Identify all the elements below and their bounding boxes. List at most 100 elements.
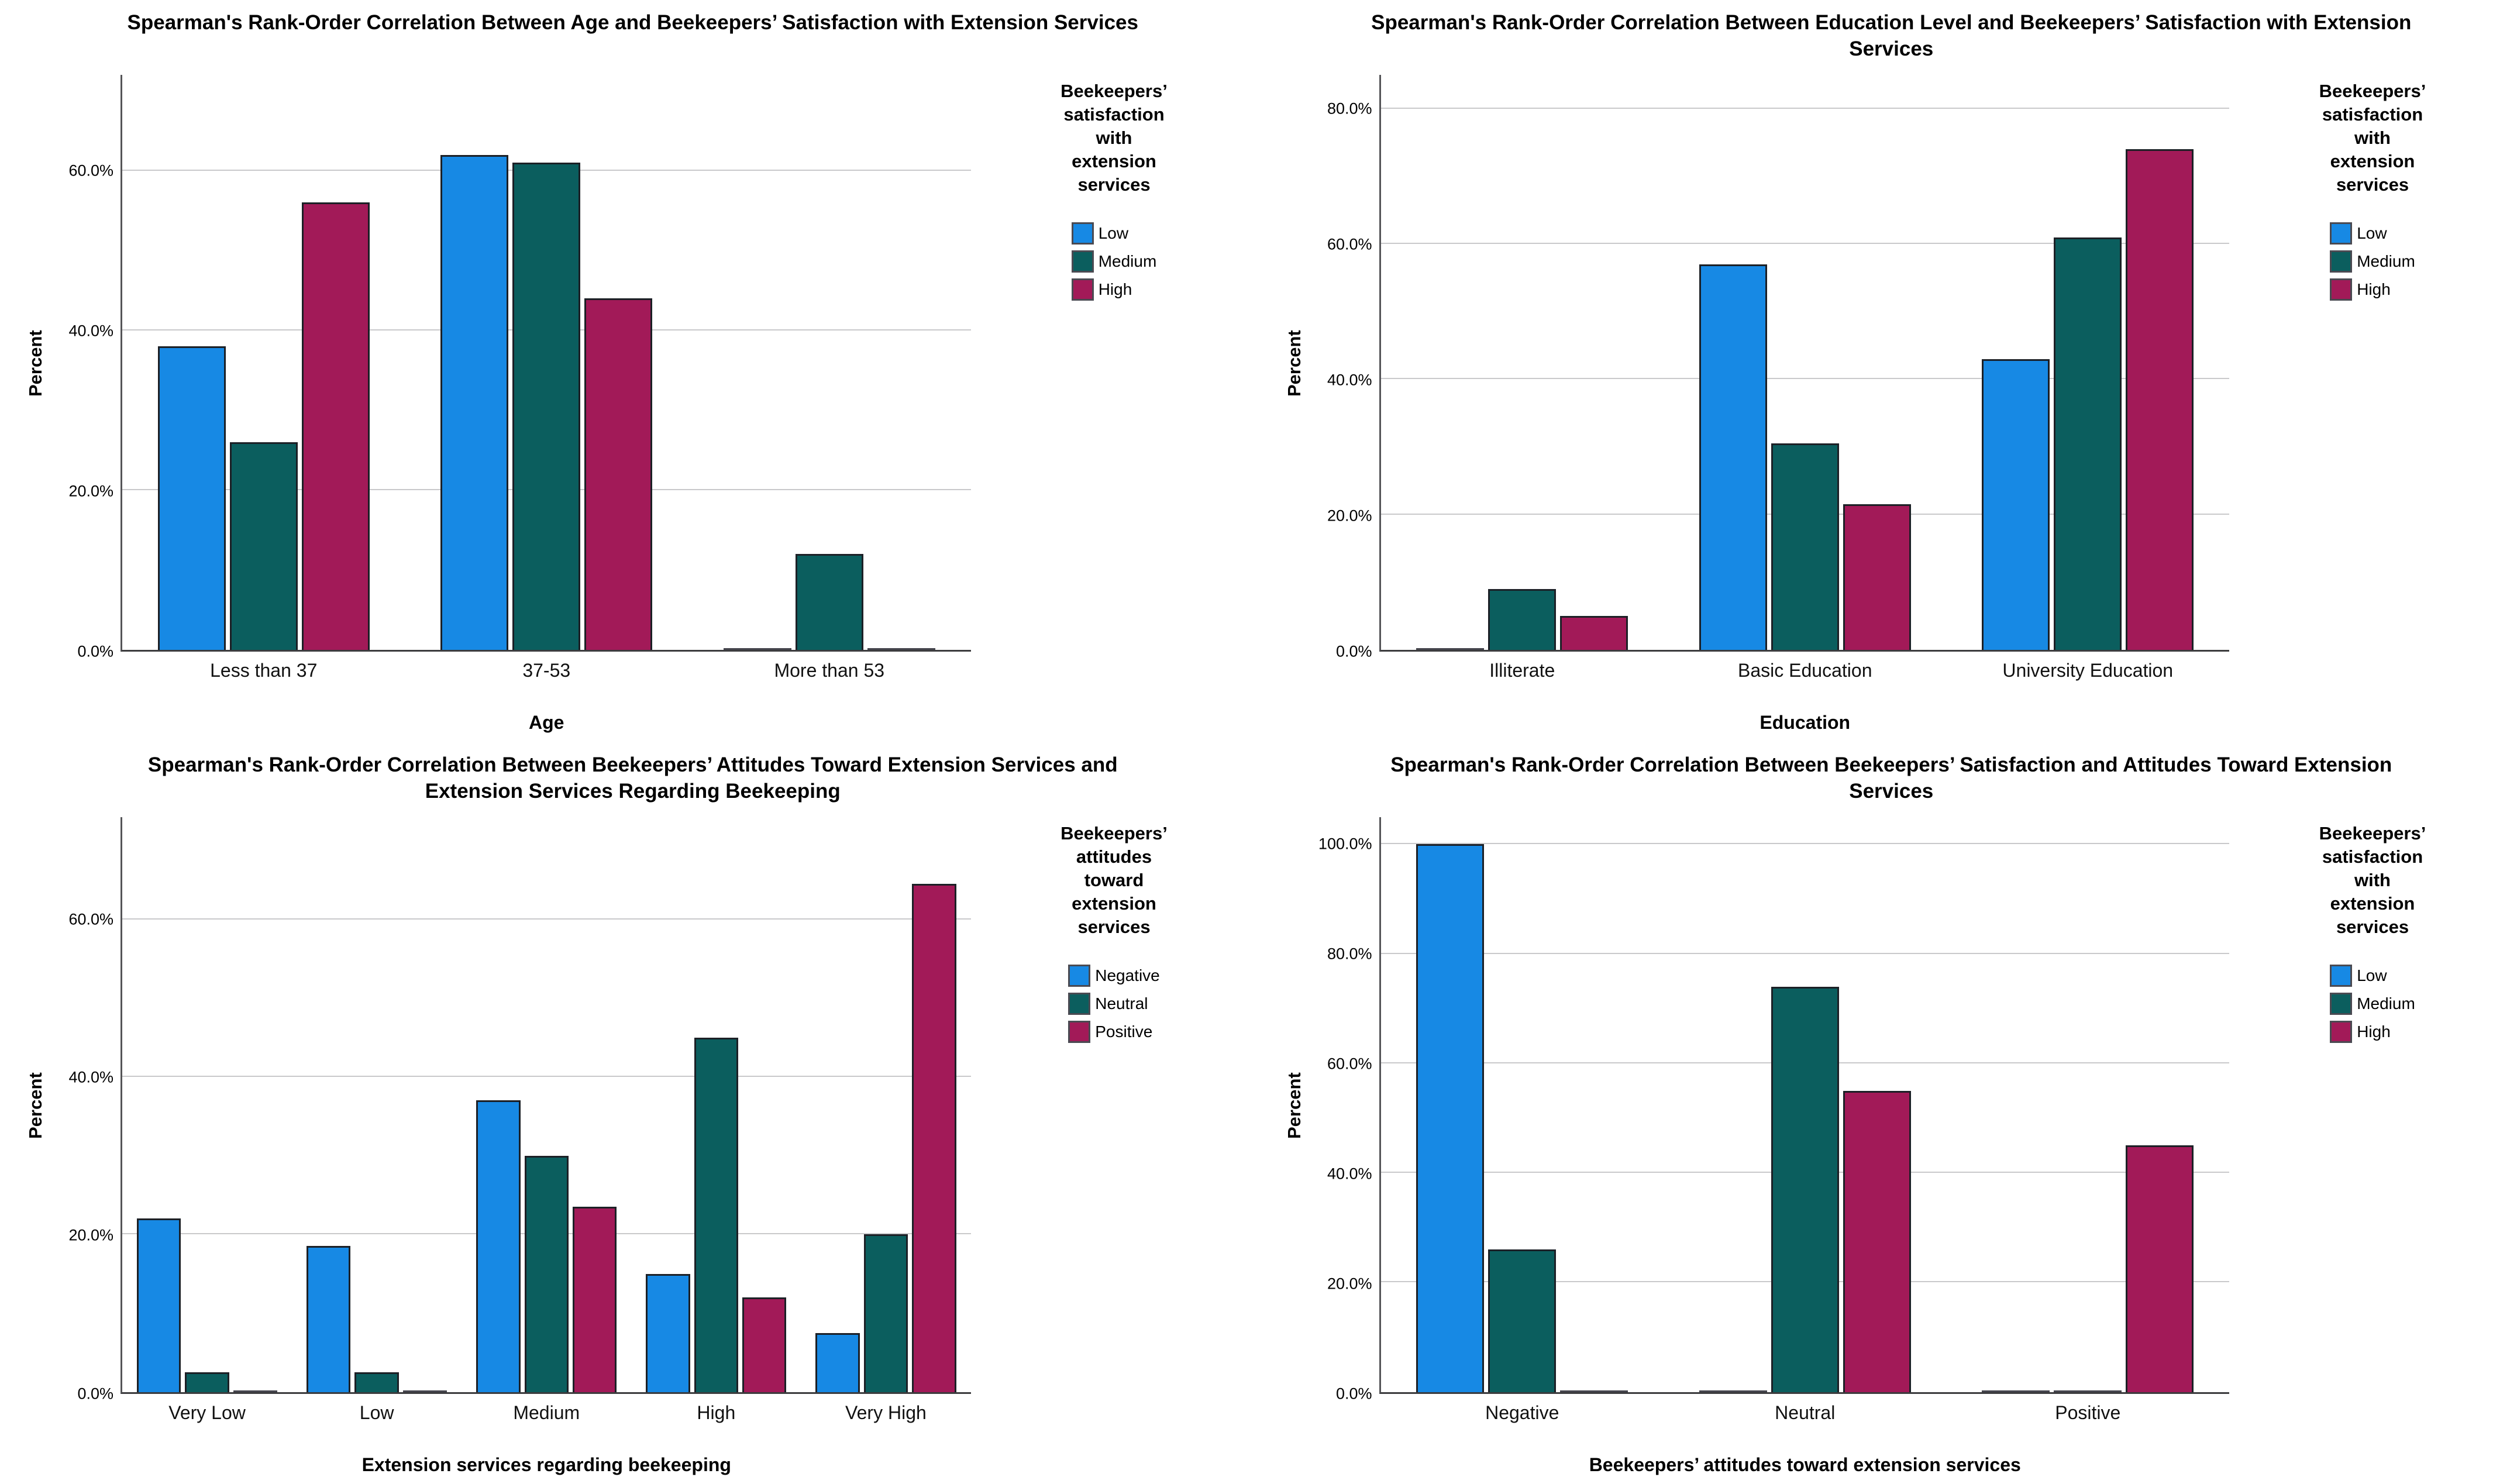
- bar-groups: [122, 75, 971, 650]
- bar-medium-illiterate: [1488, 588, 1557, 650]
- bar-high-less-than-37: [301, 202, 370, 650]
- y-tick-label: 0.0%: [1335, 642, 1372, 660]
- legend-items: Low Medium High: [2330, 222, 2415, 301]
- bar-group-basic-education: [1664, 75, 1947, 650]
- bar-group-university-education: [1947, 75, 2230, 650]
- x-axis-band: Illiterate Basic Education University Educ…: [1381, 652, 2230, 742]
- x-tick-label-low: Low: [359, 1402, 394, 1423]
- x-axis-ticks: Negative Neutral Positive: [1381, 1402, 2230, 1424]
- x-tick-label-basic-education: Basic Education: [1738, 660, 1872, 681]
- bar-medium-university-education: [2054, 237, 2122, 650]
- y-tick-label: 20.0%: [1327, 1275, 1372, 1293]
- legend-item-medium: Medium: [2330, 992, 2415, 1015]
- legend-label-medium: Medium: [1098, 252, 1157, 270]
- bar-groups: [122, 817, 971, 1392]
- bar-low-negative: [1416, 844, 1485, 1392]
- x-axis-ticks: Illiterate Basic Education University Educ…: [1381, 660, 2230, 681]
- bar-medium-more-than-53: [795, 554, 863, 650]
- legend-item-neutral: Neutral: [1068, 992, 1160, 1015]
- bar-low-illiterate: [1416, 648, 1485, 650]
- bar-low-more-than-53: [723, 648, 791, 650]
- bar-neutral-low: [354, 1372, 399, 1392]
- legend-swatch-medium: [1071, 250, 1094, 273]
- legend-items: Low Medium High: [1071, 222, 1157, 301]
- legend-item-high: High: [2330, 1020, 2415, 1043]
- x-axis-title: Education: [1760, 712, 1851, 733]
- plot-area: [120, 75, 971, 652]
- bar-low-37-53: [440, 154, 509, 650]
- legend-item-low: Low: [2330, 964, 2415, 987]
- legend-swatch-positive: [1068, 1020, 1091, 1043]
- x-tick-label-less-than-37: Less than 37: [210, 660, 318, 681]
- legend-item-low: Low: [2330, 222, 2415, 245]
- y-axis-title: Percent: [1283, 1072, 1304, 1139]
- gridline: [122, 918, 971, 920]
- bar-high-37-53: [584, 298, 653, 650]
- legend: Beekeepers’ satisfaction with extension …: [971, 75, 1246, 652]
- legend-label-high: High: [1098, 280, 1132, 298]
- bar-group-neutral: [1664, 817, 1947, 1392]
- legend-swatch-low: [1071, 222, 1094, 245]
- plot-area: [1379, 817, 2230, 1394]
- y-tick-label: 20.0%: [68, 482, 113, 500]
- legend-title: Beekeepers’ satisfaction with extension …: [1060, 81, 1168, 195]
- legend-item-positive: Positive: [1068, 1020, 1160, 1043]
- bar-low-basic-education: [1699, 264, 1767, 650]
- bar-groups: [1381, 75, 2230, 650]
- chart-body: Percent 0.0% 20.0% 40.0% 60.0% 80.0% 100.0% B…: [1279, 817, 2505, 1402]
- legend-swatch-low: [2330, 964, 2353, 987]
- legend-label-negative: Negative: [1095, 966, 1160, 984]
- legend-swatch-negative: [1068, 964, 1091, 987]
- y-tick-label: 60.0%: [68, 910, 113, 928]
- x-axis-band: Negative Neutral Positive Beekeepers’ atti…: [1381, 1394, 2230, 1484]
- legend: Beekeepers’ satisfaction with extension …: [2229, 75, 2504, 652]
- bar-low-university-education: [1982, 359, 2050, 650]
- y-tick-label: 60.0%: [68, 161, 113, 180]
- legend-item-medium: Medium: [2330, 250, 2415, 273]
- x-tick-label-neutral: Neutral: [1775, 1402, 1836, 1423]
- bar-group-low: [292, 817, 462, 1392]
- legend-label-neutral: Neutral: [1095, 994, 1148, 1013]
- chart-title: Spearman's Rank-Order Correlation Betwee…: [147, 753, 1118, 803]
- legend-swatch-medium: [2330, 250, 2353, 273]
- chart-body: Percent 0.0% 20.0% 40.0% 60.0% Beekeepers’ …: [20, 75, 1246, 660]
- bar-positive-high: [742, 1297, 787, 1392]
- legend-swatch-high: [2330, 278, 2353, 301]
- bar-neutral-very-low: [185, 1372, 229, 1392]
- gridline: [122, 1075, 971, 1077]
- x-tick-label-high: High: [697, 1402, 736, 1423]
- plot-area: [1379, 75, 2230, 652]
- chart-satisfaction-vs-attitudes: Spearman's Rank-Order Correlation Betwee…: [1259, 742, 2517, 1484]
- legend-items: Negative Neutral Positive: [1068, 964, 1160, 1043]
- x-tick-label-very-high: Very High: [845, 1402, 927, 1423]
- legend-label-high: High: [2357, 280, 2391, 298]
- y-tick-label: 0.0%: [77, 642, 113, 660]
- x-tick-label-very-low: Very Low: [168, 1402, 246, 1423]
- gridline: [1380, 107, 2229, 109]
- bar-negative-medium: [476, 1100, 521, 1392]
- y-axis-title: Percent: [25, 330, 46, 397]
- legend-label-low: Low: [2357, 224, 2387, 242]
- bar-negative-very-high: [815, 1332, 860, 1392]
- legend-item-high: High: [1071, 278, 1157, 301]
- x-tick-label-37-53: 37-53: [522, 660, 571, 681]
- bar-medium-negative: [1488, 1249, 1557, 1392]
- bar-high-neutral: [1843, 1090, 1911, 1392]
- x-tick-label-illiterate: Illiterate: [1489, 660, 1555, 681]
- y-axis-ticks: 0.0% 20.0% 40.0% 60.0% 80.0% 100.0%: [1310, 817, 1379, 1402]
- x-tick-label-more-than-53: More than 53: [774, 660, 885, 681]
- bar-medium-positive: [2054, 1390, 2122, 1392]
- chart-education-vs-satisfaction: Spearman's Rank-Order Correlation Betwee…: [1259, 0, 2517, 742]
- y-tick-label: 80.0%: [1327, 945, 1372, 963]
- bar-high-more-than-53: [867, 648, 935, 650]
- bar-group-positive: [1947, 817, 2230, 1392]
- legend-title: Beekeepers’ attitudes toward extension s…: [1060, 822, 1168, 937]
- y-tick-label: 20.0%: [1327, 507, 1372, 525]
- bar-low-neutral: [1699, 1390, 1767, 1392]
- bar-neutral-medium: [524, 1155, 569, 1392]
- bar-negative-very-low: [136, 1218, 181, 1392]
- bar-group-medium: [462, 817, 631, 1392]
- bar-medium-37-53: [512, 163, 581, 650]
- bar-positive-medium: [572, 1207, 617, 1392]
- x-tick-label-medium: Medium: [513, 1402, 580, 1423]
